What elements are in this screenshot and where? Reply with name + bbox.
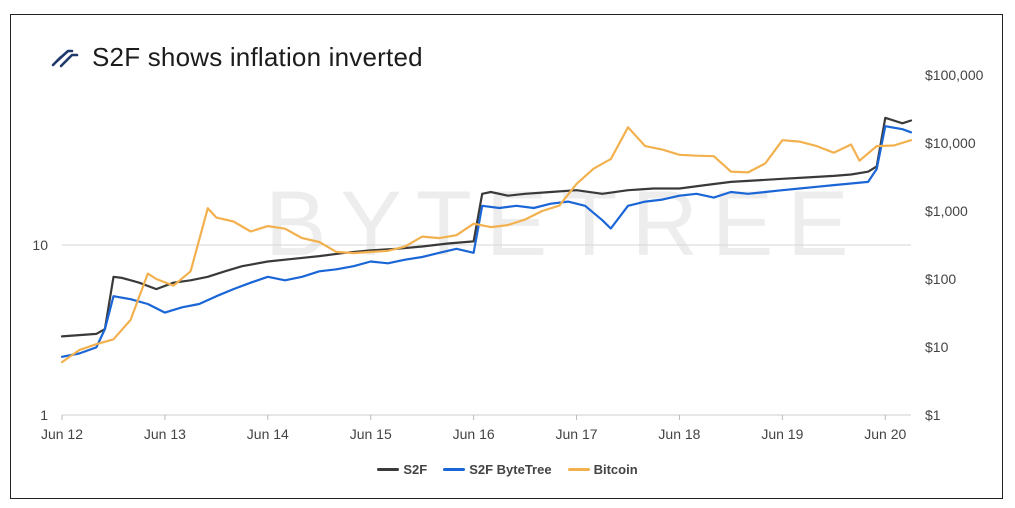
legend-item: S2F ByteTree <box>443 462 552 477</box>
x-tick-label: Jun 14 <box>247 426 289 442</box>
right-y-tick-label: $1 <box>925 407 941 423</box>
right-y-tick-label: $100 <box>925 271 956 287</box>
right-y-tick-label: $10 <box>925 339 949 355</box>
x-tick-label: Jun 18 <box>658 426 700 442</box>
x-tick-label: Jun 17 <box>556 426 598 442</box>
series-lines <box>60 116 913 364</box>
legend-swatch <box>443 468 466 471</box>
legend-item: S2F <box>377 462 427 477</box>
series-line-s2f-bytetree <box>60 125 913 358</box>
watermark: BYTETREE <box>265 173 863 275</box>
x-tick-label: Jun 12 <box>41 426 83 442</box>
chart-legend: S2F S2F ByteTree Bitcoin <box>0 462 1015 477</box>
x-tick-label: Jun 13 <box>144 426 186 442</box>
legend-label: S2F <box>403 462 428 477</box>
left-y-tick-label: 1 <box>40 407 48 423</box>
x-tick-label: Jun 16 <box>453 426 495 442</box>
left-y-tick-label: 10 <box>32 237 48 253</box>
chart-frame <box>10 14 1003 499</box>
right-y-tick-label: $100,000 <box>925 67 984 83</box>
x-tick-label: Jun 20 <box>864 426 906 442</box>
right-y-tick-label: $1,000 <box>925 203 968 219</box>
series-line-bitcoin <box>60 126 913 364</box>
watermark-text: BYTETREE <box>265 173 863 275</box>
x-tick-label: Jun 15 <box>350 426 392 442</box>
legend-item: Bitcoin <box>567 462 638 477</box>
chart-title: S2F shows inflation inverted <box>92 42 423 72</box>
bytetree-logo-icon <box>51 49 79 67</box>
axes: Jun 12 Jun 13 Jun 14 Jun 15 Jun 16 Jun 17 Jun … <box>32 67 983 442</box>
legend-label: S2F ByteTree <box>469 462 552 477</box>
legend-swatch <box>567 468 590 471</box>
series-line-s2f <box>60 116 913 338</box>
legend-label: Bitcoin <box>593 462 638 477</box>
right-y-tick-label: $10,000 <box>925 135 976 151</box>
chart-header: S2F shows inflation inverted <box>50 42 423 73</box>
x-tick-label: Jun 19 <box>761 426 803 442</box>
legend-swatch <box>377 468 400 471</box>
